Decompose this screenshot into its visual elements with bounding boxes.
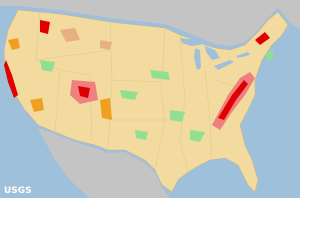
- state-borders: [35, 11, 251, 173]
- mexico: [38, 128, 170, 198]
- map: USGS: [0, 0, 300, 198]
- canada: [0, 0, 300, 46]
- great-lakes: [180, 38, 250, 70]
- landslide-areas: [4, 20, 274, 142]
- credit: USGS: [4, 186, 32, 196]
- page: USGS (() => { const data = JSON.parse(do…: [0, 0, 300, 198]
